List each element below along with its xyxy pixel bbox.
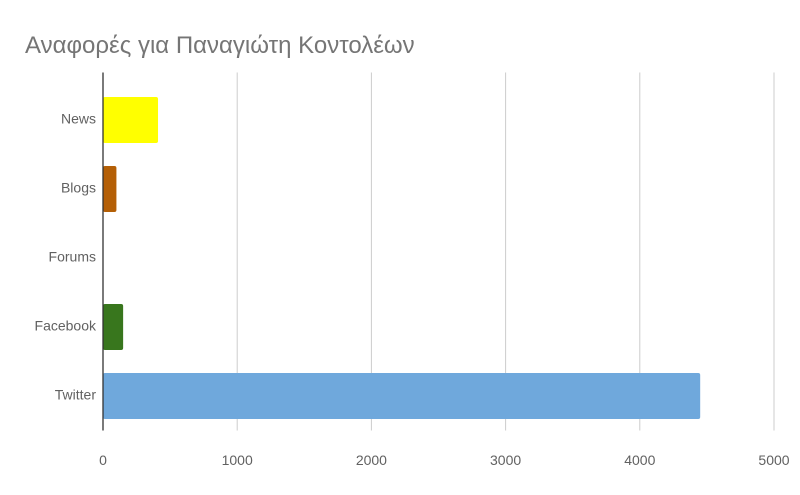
y-tick-label: Twitter xyxy=(55,387,97,403)
bar xyxy=(103,97,159,143)
bar xyxy=(103,166,117,212)
y-tick-label: Facebook xyxy=(35,318,97,334)
chart-title: Αναφορές για Παναγιώτη Κοντολέων xyxy=(25,32,415,59)
x-tick-label: 4000 xyxy=(624,452,655,468)
x-tick-label: 1000 xyxy=(222,452,253,468)
x-tick-label: 0 xyxy=(99,452,107,468)
x-tick-label: 5000 xyxy=(758,452,789,468)
bar xyxy=(103,373,701,419)
y-tick-label: News xyxy=(61,111,96,127)
y-tick-label: Forums xyxy=(49,249,96,265)
y-tick-label: Blogs xyxy=(61,180,96,196)
x-tick-label: 3000 xyxy=(490,452,521,468)
x-tick-label: 2000 xyxy=(356,452,387,468)
bar xyxy=(103,304,124,350)
